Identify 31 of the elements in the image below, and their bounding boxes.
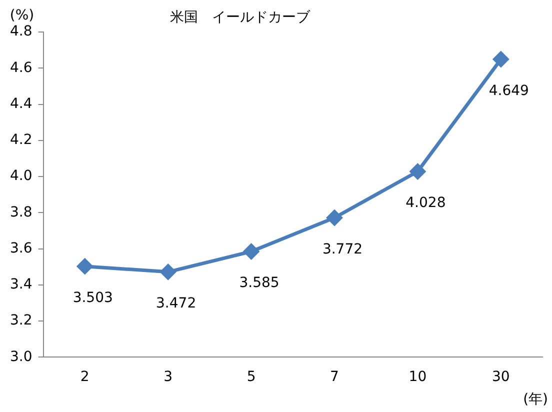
y-tick-label: 3.8 (10, 204, 32, 220)
point (410, 164, 426, 180)
point (77, 258, 93, 274)
y-tick-label: 3.4 (10, 276, 32, 293)
text: 4.649 (488, 82, 529, 99)
text: 3.585 (239, 275, 280, 292)
text: 3.772 (322, 241, 363, 258)
text: 4.028 (406, 195, 446, 212)
text: 3.472 (156, 296, 196, 312)
x-tick-label: 2 (80, 369, 90, 386)
y-tick-label: 3.2 (10, 312, 32, 329)
x-tick-label: 10 (408, 369, 427, 386)
point (160, 264, 176, 280)
x-tick-label: 7 (330, 369, 339, 386)
y-tick-label: 3.0 (10, 348, 32, 365)
y-tick-label: 4.8 (10, 24, 32, 40)
point (244, 244, 260, 260)
x-tick-label: 30 (492, 369, 510, 386)
chart-title: 米国 イールドカーブ (170, 10, 311, 26)
text: 3.503 (72, 290, 113, 306)
point (326, 210, 342, 226)
x-tick-label: 3 (164, 369, 173, 386)
y-tick-label: 4.2 (10, 132, 32, 148)
y-axis-title: (%) (10, 8, 34, 24)
y-tick-label: 4.4 (10, 96, 32, 112)
point (493, 52, 509, 68)
y-tick-label: 4.6 (10, 60, 32, 76)
x-axis-title: (年) (523, 392, 548, 408)
x-tick-label: 5 (246, 369, 256, 386)
y-tick-label: 4.0 (10, 168, 32, 184)
y-tick-label: 3.6 (10, 240, 32, 256)
